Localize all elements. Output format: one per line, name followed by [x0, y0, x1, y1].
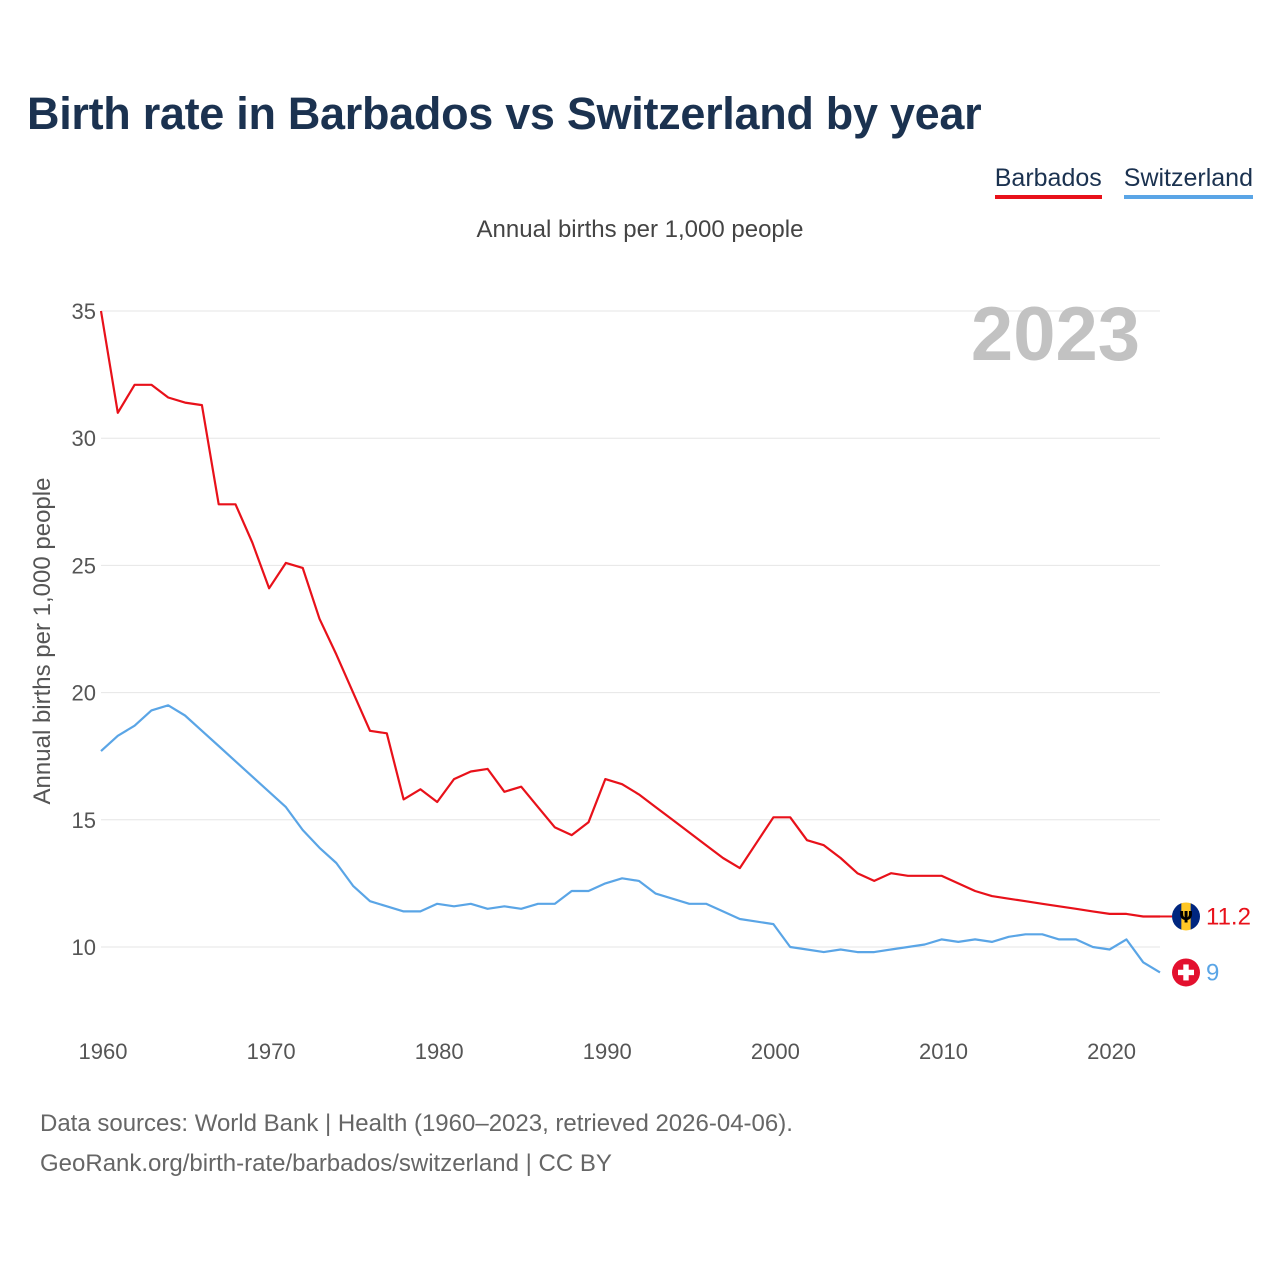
y-axis-label: Annual births per 1,000 people: [29, 478, 56, 805]
chart-subtitle: Annual births per 1,000 people: [476, 216, 804, 243]
x-tick-label: 1980: [415, 1039, 464, 1064]
y-tick-label: 30: [72, 426, 96, 451]
legend-item-barbados[interactable]: Barbados: [994, 164, 1102, 199]
series-lines: [99, 310, 1172, 974]
y-tick-label: 20: [72, 681, 96, 706]
x-tick-label: 1970: [247, 1039, 296, 1064]
series-line-switzerland: [100, 704, 1161, 974]
x-tick-label: 1990: [583, 1039, 632, 1064]
source-note: Data sources: World Bank | Health (1960–…: [40, 1104, 793, 1184]
end-label-barbados: 11.2: [1206, 903, 1251, 930]
y-tick-label: 25: [72, 553, 96, 578]
end-label-switzerland: 9: [1206, 959, 1219, 986]
barbados-flag-icon: Ψ: [1172, 902, 1200, 931]
y-axis: 10 15 20 25 30 35: [72, 299, 96, 960]
gridlines: [101, 310, 1160, 948]
y-tick-label: 15: [72, 808, 96, 833]
svg-text:Ψ: Ψ: [1179, 907, 1193, 926]
series-line-barbados: [99, 310, 1160, 918]
legend: Barbados Switzerland: [994, 164, 1253, 199]
x-tick-label: 2010: [919, 1039, 968, 1064]
year-watermark: 2023: [971, 292, 1140, 377]
source-line-2[interactable]: GeoRank.org/birth-rate/barbados/switzerl…: [40, 1150, 612, 1177]
source-line-1: Data sources: World Bank | Health (1960–…: [40, 1110, 793, 1137]
y-tick-label: 10: [72, 935, 96, 960]
y-tick-label: 35: [72, 299, 96, 324]
x-tick-label: 1960: [79, 1039, 128, 1064]
x-tick-label: 2020: [1087, 1039, 1136, 1064]
chart-title: Birth rate in Barbados vs Switzerland by…: [27, 88, 982, 139]
legend-item-switzerland[interactable]: Switzerland: [1123, 164, 1253, 199]
switzerland-flag-icon: [1172, 958, 1200, 987]
x-tick-label: 2000: [751, 1039, 800, 1064]
x-axis: 1960 1970 1980 1990 2000 2010 2020: [79, 1039, 1137, 1064]
